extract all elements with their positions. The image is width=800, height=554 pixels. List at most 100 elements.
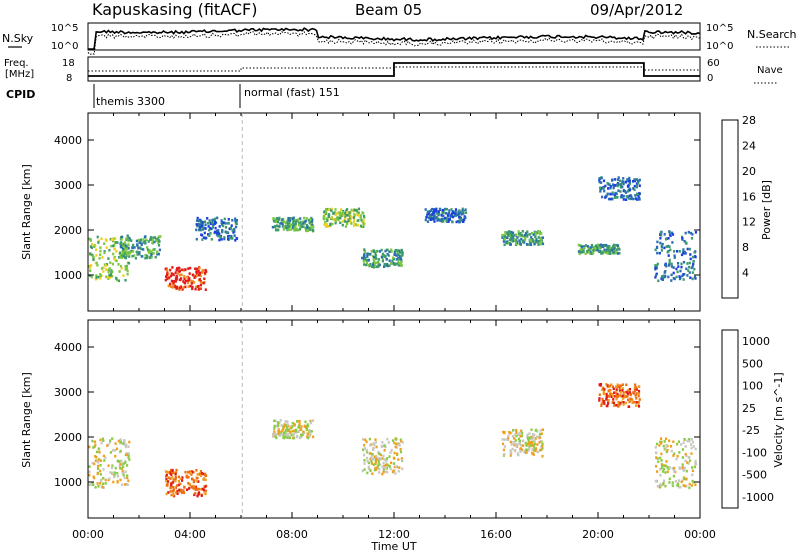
heatmap-cell xyxy=(691,440,695,444)
colorbar-tick-label: 28 xyxy=(742,114,756,127)
heatmap-cell xyxy=(379,463,382,466)
heatmap-cell xyxy=(614,191,617,195)
heatmap-cell xyxy=(124,445,127,449)
heatmap-cell xyxy=(685,469,688,473)
heatmap-cell xyxy=(106,444,109,447)
heatmap-cell xyxy=(121,250,124,253)
heatmap-cell xyxy=(99,274,102,278)
heatmap-cell xyxy=(673,466,676,470)
heatmap-cell xyxy=(633,389,637,392)
heatmap-cell xyxy=(604,249,607,253)
heatmap-cell xyxy=(378,250,381,253)
heatmap-cell xyxy=(361,211,364,214)
heatmap-cell xyxy=(671,467,674,470)
heatmap-cell xyxy=(598,244,601,248)
heatmap-cell xyxy=(682,273,685,276)
heatmap-cell xyxy=(693,267,696,271)
heatmap-cell xyxy=(626,394,629,398)
heatmap-cell xyxy=(186,279,190,283)
heatmap-cell xyxy=(364,438,367,442)
heatmap-cell xyxy=(619,195,623,199)
heatmap-cell xyxy=(345,214,348,217)
heatmap-cell xyxy=(211,226,214,229)
heatmap-cell xyxy=(638,198,641,201)
heatmap-cell xyxy=(502,448,505,452)
heatmap-cell xyxy=(668,245,671,248)
heatmap-cell xyxy=(293,227,296,231)
heatmap-cell xyxy=(533,439,536,442)
heatmap-cell xyxy=(97,467,100,470)
heatmap-cell xyxy=(598,177,601,180)
heatmap-cell xyxy=(198,278,201,281)
heatmap-cell xyxy=(668,230,671,234)
heatmap-cell xyxy=(195,274,198,277)
heatmap-cell xyxy=(102,439,105,442)
heatmap-cell xyxy=(391,259,394,263)
heatmap-cell xyxy=(690,452,693,455)
x-tick-label: 16:00 xyxy=(480,528,512,541)
heatmap-cell xyxy=(374,250,377,253)
heatmap-cell xyxy=(663,233,666,236)
heatmap-cell xyxy=(291,425,294,428)
heatmap-cell xyxy=(140,255,143,258)
heatmap-cell xyxy=(530,435,533,439)
heatmap-cell xyxy=(216,216,219,220)
heatmap-cell xyxy=(204,237,207,240)
heatmap-cell xyxy=(665,450,668,453)
heatmap-cell xyxy=(99,273,102,276)
heatmap-cell xyxy=(602,392,605,396)
heatmap-cell xyxy=(305,217,308,220)
heatmap-cell xyxy=(516,241,519,245)
heatmap-cell xyxy=(361,256,364,260)
heatmap-cell xyxy=(171,481,175,484)
heatmap-cell xyxy=(177,272,180,275)
heatmap-cell xyxy=(518,241,521,244)
heatmap-cell xyxy=(660,437,663,440)
heatmap-cell xyxy=(297,430,300,433)
heatmap-cell xyxy=(277,421,280,424)
heatmap-cell xyxy=(359,214,362,217)
heatmap-cell xyxy=(103,250,106,253)
heatmap-cell xyxy=(102,270,105,273)
heatmap-cell xyxy=(511,435,514,438)
heatmap-cell xyxy=(201,222,204,226)
heatmap-cell xyxy=(220,238,223,241)
heatmap-cell xyxy=(384,264,387,267)
heatmap-cell xyxy=(111,270,114,273)
heatmap-cell xyxy=(282,228,285,231)
heatmap-cell xyxy=(454,208,458,211)
heatmap-cell xyxy=(690,446,693,450)
heatmap-cell xyxy=(190,282,193,285)
heatmap-cell xyxy=(283,423,286,426)
heatmap-cell xyxy=(620,400,623,404)
colorbar-tick-label: 8 xyxy=(742,241,749,254)
heatmap-cell xyxy=(382,461,385,465)
heatmap-cell xyxy=(689,253,692,256)
heatmap-cell xyxy=(227,218,230,221)
heatmap-cell xyxy=(274,219,277,222)
heatmap-cell xyxy=(290,228,293,231)
heatmap-cell xyxy=(449,214,452,217)
heatmap-cell xyxy=(378,263,381,267)
heatmap-cell xyxy=(175,468,178,472)
heatmap-cell xyxy=(297,420,300,423)
heatmap-cell xyxy=(273,219,276,223)
heatmap-cell xyxy=(602,179,606,183)
heatmap-cell xyxy=(385,467,388,470)
heatmap-cell xyxy=(517,453,520,457)
heatmap-cell xyxy=(451,210,454,214)
heatmap-cell xyxy=(520,429,523,433)
heatmap-cell xyxy=(203,231,206,235)
heatmap-cell xyxy=(329,222,332,226)
heatmap-cell xyxy=(356,211,359,214)
heatmap-cell xyxy=(686,262,689,265)
heatmap-cell xyxy=(233,234,236,237)
heatmap-cell xyxy=(677,440,680,443)
heatmap-cell xyxy=(685,454,688,458)
heatmap-cell xyxy=(159,235,162,238)
heatmap-cell xyxy=(633,184,636,188)
heatmap-cell xyxy=(99,438,102,442)
heatmap-cell xyxy=(611,183,615,186)
heatmap-cell xyxy=(520,237,523,241)
heatmap-cell xyxy=(538,441,541,444)
